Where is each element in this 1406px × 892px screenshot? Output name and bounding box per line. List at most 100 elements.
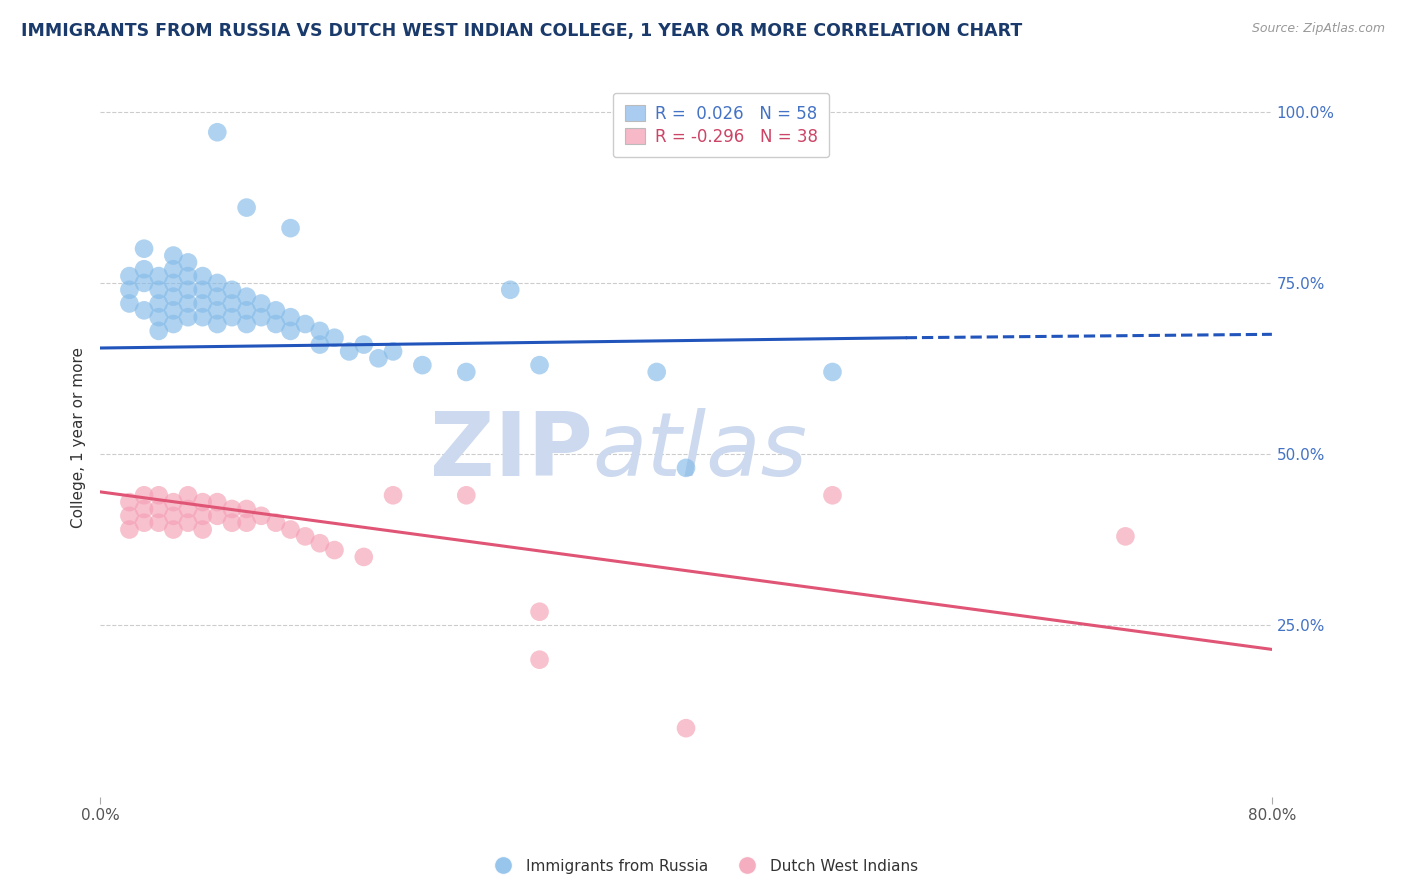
Point <box>177 269 200 284</box>
Point <box>264 516 287 530</box>
Point <box>162 262 184 277</box>
Point <box>207 303 229 318</box>
Point <box>132 262 155 277</box>
Point <box>367 351 389 366</box>
Y-axis label: College, 1 year or more: College, 1 year or more <box>72 347 86 527</box>
Point <box>308 324 330 338</box>
Point <box>235 317 257 331</box>
Point <box>280 523 302 537</box>
Point <box>353 549 375 564</box>
Point <box>191 523 214 537</box>
Point <box>118 269 141 284</box>
Point <box>162 303 184 318</box>
Point <box>250 296 273 310</box>
Point <box>382 488 405 502</box>
Point <box>235 516 257 530</box>
Point <box>191 495 214 509</box>
Point <box>162 317 184 331</box>
Point <box>308 337 330 351</box>
Point <box>118 508 141 523</box>
Point <box>821 365 844 379</box>
Point <box>456 365 478 379</box>
Point <box>132 242 155 256</box>
Point <box>675 721 697 735</box>
Point <box>207 125 229 139</box>
Point <box>148 324 170 338</box>
Point <box>191 508 214 523</box>
Point <box>132 516 155 530</box>
Point <box>132 502 155 516</box>
Point <box>294 317 316 331</box>
Point <box>162 290 184 304</box>
Point <box>177 283 200 297</box>
Point <box>235 502 257 516</box>
Point <box>177 296 200 310</box>
Point <box>264 317 287 331</box>
Point <box>162 495 184 509</box>
Point <box>191 296 214 310</box>
Point <box>221 283 243 297</box>
Point <box>529 653 551 667</box>
Point <box>148 296 170 310</box>
Point <box>162 248 184 262</box>
Point <box>382 344 405 359</box>
Point <box>221 310 243 325</box>
Point <box>162 276 184 290</box>
Legend: Immigrants from Russia, Dutch West Indians: Immigrants from Russia, Dutch West India… <box>482 853 924 880</box>
Point <box>118 495 141 509</box>
Point <box>456 488 478 502</box>
Point <box>207 317 229 331</box>
Point <box>207 276 229 290</box>
Point <box>177 516 200 530</box>
Point <box>235 201 257 215</box>
Point <box>280 310 302 325</box>
Point <box>529 358 551 372</box>
Point <box>529 605 551 619</box>
Point <box>499 283 522 297</box>
Point <box>280 221 302 235</box>
Point <box>221 502 243 516</box>
Point <box>148 269 170 284</box>
Point <box>250 310 273 325</box>
Point <box>148 502 170 516</box>
Point <box>337 344 360 359</box>
Point <box>148 310 170 325</box>
Point <box>207 290 229 304</box>
Point <box>118 283 141 297</box>
Point <box>132 488 155 502</box>
Point <box>148 283 170 297</box>
Point <box>191 283 214 297</box>
Text: atlas: atlas <box>592 409 807 494</box>
Point <box>207 508 229 523</box>
Point <box>280 324 302 338</box>
Point <box>411 358 433 372</box>
Point <box>264 303 287 318</box>
Point <box>132 276 155 290</box>
Point <box>162 523 184 537</box>
Text: ZIP: ZIP <box>429 408 592 495</box>
Legend: R =  0.026   N = 58, R = -0.296   N = 38: R = 0.026 N = 58, R = -0.296 N = 38 <box>613 93 830 157</box>
Point <box>148 516 170 530</box>
Point <box>162 508 184 523</box>
Point <box>177 488 200 502</box>
Point <box>191 310 214 325</box>
Point <box>177 310 200 325</box>
Point <box>235 290 257 304</box>
Point <box>308 536 330 550</box>
Point <box>132 303 155 318</box>
Point <box>353 337 375 351</box>
Point <box>221 296 243 310</box>
Text: IMMIGRANTS FROM RUSSIA VS DUTCH WEST INDIAN COLLEGE, 1 YEAR OR MORE CORRELATION : IMMIGRANTS FROM RUSSIA VS DUTCH WEST IND… <box>21 22 1022 40</box>
Point <box>235 303 257 318</box>
Point <box>675 461 697 475</box>
Point <box>1114 529 1136 543</box>
Point <box>191 269 214 284</box>
Point <box>294 529 316 543</box>
Point <box>323 331 346 345</box>
Point <box>118 296 141 310</box>
Point <box>118 523 141 537</box>
Point <box>177 255 200 269</box>
Point <box>250 508 273 523</box>
Point <box>207 495 229 509</box>
Point <box>645 365 668 379</box>
